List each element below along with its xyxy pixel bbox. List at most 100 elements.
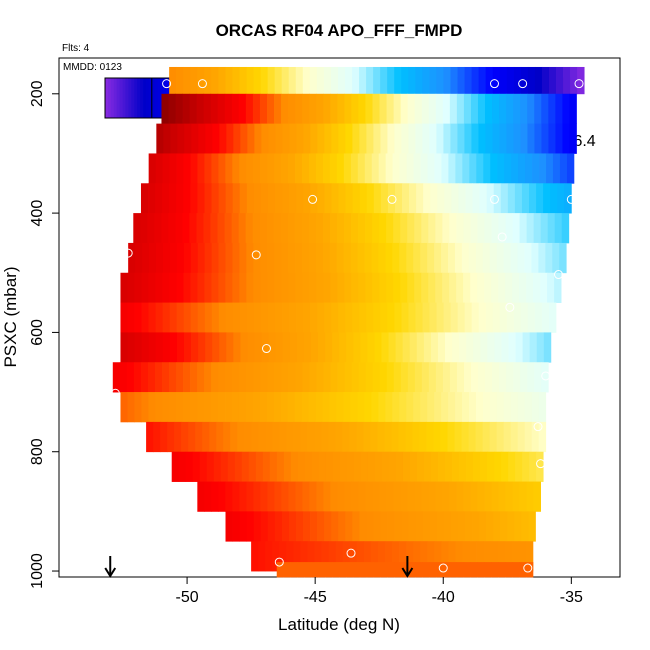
heatmap-cell — [330, 481, 338, 512]
heatmap-cell — [281, 242, 289, 274]
heatmap-cell — [336, 153, 345, 184]
heatmap-cell — [499, 302, 508, 333]
heatmap-cell — [414, 481, 422, 512]
heatmap-cell — [406, 153, 414, 184]
heatmap-cell — [155, 392, 163, 423]
heatmap-cell — [387, 511, 395, 542]
arrow-markers — [104, 556, 414, 578]
heatmap-cell — [366, 562, 375, 578]
heatmap-cell — [337, 362, 345, 393]
heatmap-cell — [366, 511, 374, 542]
heatmap-cell — [127, 392, 135, 423]
heatmap-cell — [443, 123, 451, 154]
heatmap-cell — [477, 481, 485, 512]
heatmap-cell — [335, 421, 343, 453]
heatmap-cell — [365, 213, 373, 244]
heatmap-cell — [527, 93, 535, 125]
heatmap-cell — [169, 392, 177, 423]
heatmap-cell — [314, 421, 322, 453]
heatmap-cell — [204, 153, 212, 184]
heatmap-cell — [477, 93, 486, 125]
heatmap-cell — [507, 183, 516, 214]
heatmap-cell — [226, 332, 234, 363]
heatmap-cell — [316, 66, 325, 95]
heatmap-cell — [253, 362, 261, 393]
chart-title: ORCAS RF04 APO_FFF_FMPD — [216, 21, 463, 40]
heatmap-cell — [519, 213, 528, 244]
heatmap-cell — [295, 362, 303, 393]
observation-marker — [346, 548, 356, 558]
heatmap-cell — [434, 242, 442, 274]
heatmap-cell — [307, 421, 315, 453]
heatmap-cell — [325, 562, 333, 578]
heatmap-cell — [239, 242, 247, 274]
heatmap-cell — [545, 242, 553, 274]
heatmap-cell — [331, 302, 339, 333]
heatmap-cell — [241, 451, 250, 482]
heatmap-cell — [484, 481, 492, 512]
heatmap-cell — [265, 541, 273, 572]
heatmap-cell — [471, 123, 479, 154]
heatmap-cell — [400, 272, 408, 303]
heatmap-cell — [324, 123, 332, 154]
heatmap-cell — [400, 93, 409, 125]
heatmap-cell — [342, 541, 351, 572]
heatmap-cell — [317, 123, 325, 154]
heatmap-cell — [562, 123, 570, 154]
heatmap-cell — [212, 123, 220, 154]
heatmap-cell — [178, 451, 187, 482]
heatmap-cell — [351, 272, 359, 303]
heatmap-cell — [505, 562, 513, 578]
heatmap-cell — [378, 242, 386, 274]
heatmap-cell — [267, 153, 275, 184]
heatmap-cell — [253, 66, 261, 95]
heatmap-cell — [199, 451, 208, 482]
heatmap-cell — [191, 123, 199, 154]
heatmap-cell — [183, 332, 192, 363]
heatmap-cell — [308, 213, 317, 244]
heatmap-cell — [352, 66, 360, 95]
heatmap-cell — [430, 183, 438, 214]
heatmap-cell — [204, 183, 212, 214]
heatmap-cell — [232, 272, 240, 303]
heatmap-cell — [330, 93, 338, 125]
heatmap-cell — [262, 451, 271, 482]
heatmap-cell — [373, 66, 381, 95]
heatmap-cell — [422, 302, 430, 333]
heatmap-cell — [297, 562, 305, 578]
heatmap-cell — [357, 242, 365, 274]
heatmap-cell — [525, 153, 533, 184]
heatmap-cell — [232, 183, 241, 214]
heatmap-cell — [234, 451, 243, 482]
heatmap-cell — [529, 183, 537, 214]
heatmap-cell — [302, 362, 310, 393]
heatmap-cell — [499, 123, 507, 154]
heatmap-cell — [204, 66, 212, 95]
heatmap-cell — [289, 123, 297, 154]
heatmap-cell — [318, 562, 326, 578]
heatmap-cell — [325, 332, 333, 363]
heatmap-cell — [394, 511, 403, 542]
colorbar-swatch — [154, 78, 159, 118]
heatmap-cell — [253, 242, 261, 274]
heatmap-cell — [531, 421, 540, 453]
heatmap-cell — [302, 93, 310, 125]
heatmap-cell — [338, 183, 346, 214]
heatmap-cell — [483, 541, 492, 572]
heatmap-cell — [457, 66, 465, 95]
heatmap-cell — [343, 242, 352, 274]
colorbar-swatch — [148, 78, 153, 118]
heatmap-cell — [423, 332, 432, 363]
heatmap-cell — [233, 123, 241, 154]
observation-marker — [505, 302, 515, 312]
heatmap-cell — [212, 332, 220, 363]
heatmap-cell — [246, 183, 255, 214]
heatmap-cell — [248, 451, 257, 482]
heatmap-cell — [487, 451, 495, 482]
heatmap-cell — [268, 123, 276, 154]
heatmap-cell — [342, 421, 350, 453]
heatmap-cell — [399, 242, 407, 274]
heatmap-cell — [308, 153, 317, 184]
heatmap-cell — [211, 302, 220, 333]
heatmap-cell — [540, 213, 549, 244]
